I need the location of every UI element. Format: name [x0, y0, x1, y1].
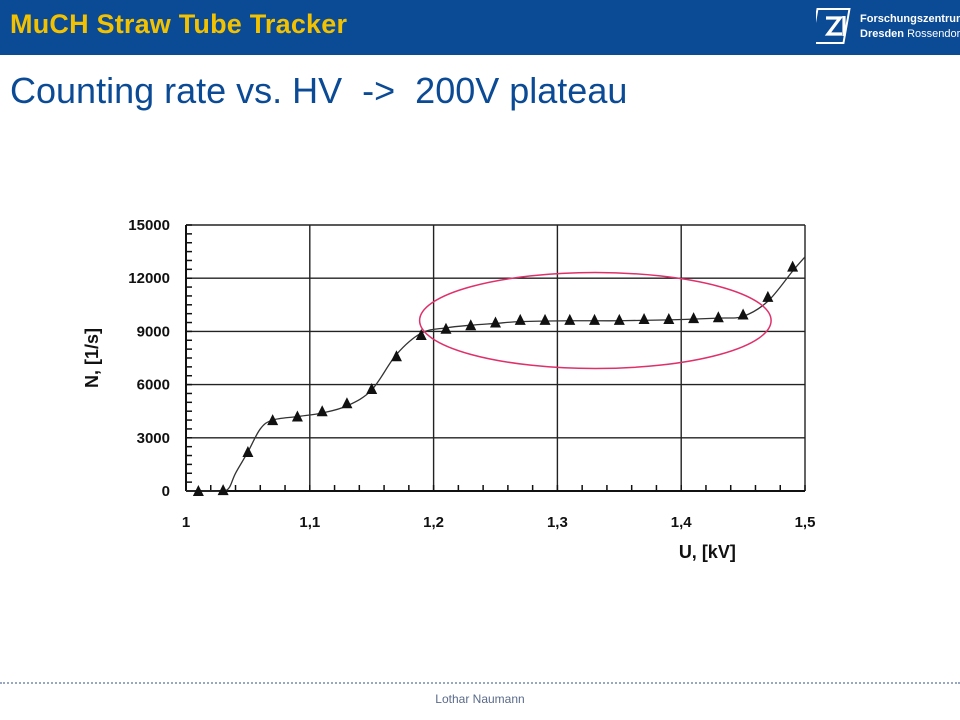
tick-labels: 1 1,1 1,2 1,3 1,4 1,5 0 3000 6000 9000 12000 15000 U…	[82, 217, 815, 562]
data-point	[267, 414, 279, 426]
x-tick-label: 1,2	[423, 514, 444, 531]
logo-text-line1: Forschungszentrum	[860, 13, 960, 25]
data-point	[787, 260, 799, 272]
fit-curve	[185, 256, 806, 492]
x-tick-label: 1	[182, 514, 190, 531]
data-point	[192, 485, 204, 496]
data-point	[316, 405, 328, 417]
footer-divider	[0, 682, 960, 684]
x-axis-label: U, [kV]	[679, 542, 736, 562]
data-point	[688, 312, 700, 324]
x-tick-label: 1,5	[795, 514, 816, 531]
data-point	[564, 313, 576, 325]
data-point	[712, 311, 724, 323]
logo-text-dresden: Dresden	[860, 28, 905, 40]
data-point	[440, 322, 452, 334]
data-point	[490, 316, 501, 328]
plateau-ellipse	[418, 271, 772, 370]
data-point	[589, 313, 601, 325]
x-tick-label: 1,1	[299, 514, 320, 531]
data-point	[613, 313, 625, 325]
data-point	[514, 313, 526, 325]
x-tick-label: 1,3	[547, 514, 568, 531]
y-tick-label: 0	[162, 483, 170, 500]
data-point	[663, 312, 675, 324]
data-point	[638, 312, 650, 324]
data-markers	[192, 260, 799, 496]
institute-logo: Forschungszentrum Dresden Rossendorf	[816, 6, 960, 46]
data-point	[539, 313, 551, 325]
fzd-logo-icon	[816, 8, 851, 44]
x-tick-label: 1,4	[671, 514, 693, 531]
y-tick-label: 3000	[137, 430, 170, 447]
data-point	[465, 319, 477, 331]
data-point	[291, 410, 303, 422]
header-bar: MuCH Straw Tube Tracker Forschungszentru…	[0, 0, 960, 55]
y-tick-label: 6000	[137, 377, 170, 394]
data-point	[366, 383, 378, 395]
y-tick-label: 15000	[128, 217, 170, 234]
logo-text-rossendorf: Rossendorf	[904, 28, 960, 40]
slide-title: Counting rate vs. HV -> 200V plateau	[10, 70, 628, 111]
axes	[185, 224, 806, 492]
grid-lines	[186, 224, 806, 491]
footer-author: Lothar Naumann	[435, 692, 525, 706]
y-tick-label: 9000	[137, 323, 170, 340]
y-axis-label: N, [1/s]	[82, 328, 102, 388]
data-point	[762, 290, 774, 302]
data-point	[242, 445, 254, 457]
data-point	[737, 308, 749, 320]
data-point	[217, 484, 229, 496]
data-point	[390, 350, 402, 362]
y-tick-label: 12000	[128, 270, 170, 287]
header-title: MuCH Straw Tube Tracker	[10, 9, 348, 39]
plateau-highlight	[418, 271, 772, 370]
data-point	[415, 328, 427, 340]
data-point	[341, 397, 353, 409]
series-curve	[185, 256, 806, 492]
logo-text-line2: Dresden Rossendorf	[860, 28, 960, 40]
